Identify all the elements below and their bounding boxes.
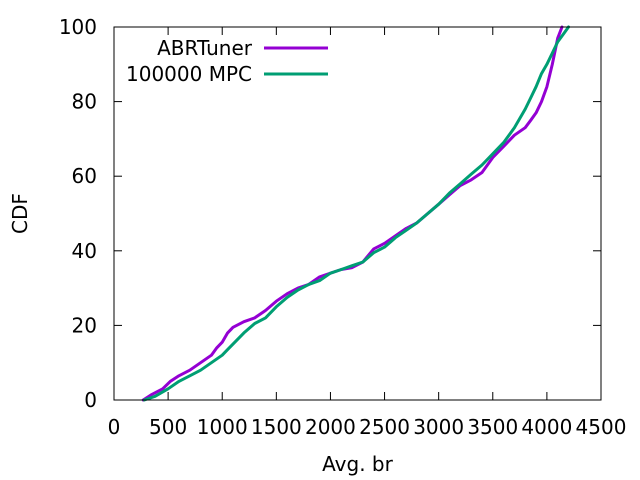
x-axis-label: Avg. br xyxy=(322,452,393,476)
y-tick-label: 80 xyxy=(72,90,97,114)
y-tick-label: 100 xyxy=(59,15,97,39)
x-tick-label: 4000 xyxy=(521,415,572,439)
x-tick-label: 2000 xyxy=(305,415,356,439)
y-tick-label: 40 xyxy=(72,239,97,263)
y-tick-label: 60 xyxy=(72,164,97,188)
ticks-layer: 0 500 1000 1500 2000 2500 3000 3500 4000 4500 0 20 4… xyxy=(59,15,627,439)
series-line-100000-mpc xyxy=(142,25,570,402)
y-tick-label: 0 xyxy=(84,388,97,412)
x-tick-label: 0 xyxy=(108,415,121,439)
y-axis-label: CDF xyxy=(8,193,32,234)
series-layer xyxy=(141,25,570,402)
x-tick-label: 2500 xyxy=(359,415,410,439)
x-tick-label: 3500 xyxy=(467,415,518,439)
x-tick-label: 4500 xyxy=(576,415,627,439)
legend-label: 100000 MPC xyxy=(126,62,252,86)
y-tick-label: 20 xyxy=(72,313,97,337)
plot-frame xyxy=(113,26,602,401)
x-tick-label: 500 xyxy=(149,415,187,439)
x-tick-label: 1500 xyxy=(251,415,302,439)
x-tick-label: 3000 xyxy=(413,415,464,439)
x-tick-label: 1000 xyxy=(197,415,248,439)
legend-label: ABRTuner xyxy=(157,36,253,60)
